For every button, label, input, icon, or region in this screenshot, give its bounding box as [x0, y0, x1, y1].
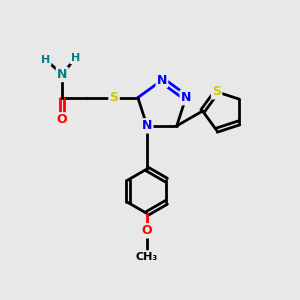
Text: N: N: [57, 68, 67, 81]
Text: N: N: [157, 74, 167, 87]
Text: O: O: [142, 224, 152, 237]
Text: H: H: [71, 53, 80, 63]
Text: S: S: [110, 91, 118, 104]
Text: S: S: [212, 85, 221, 98]
Text: H: H: [41, 55, 50, 64]
Text: N: N: [181, 91, 191, 104]
Text: O: O: [57, 113, 68, 126]
Text: CH₃: CH₃: [136, 252, 158, 262]
Text: N: N: [142, 119, 152, 132]
